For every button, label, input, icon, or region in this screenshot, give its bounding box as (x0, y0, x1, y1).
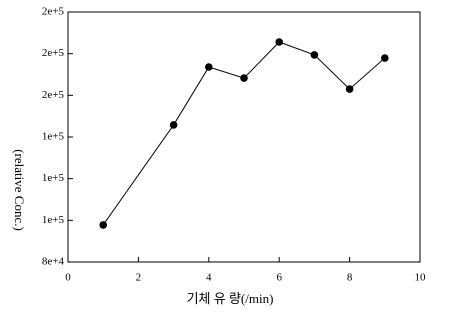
data-point (169, 121, 178, 129)
y-tick-label: 1e+5 (42, 214, 65, 226)
x-tick-label: 2 (136, 272, 142, 284)
data-point (345, 85, 354, 93)
data-point (99, 221, 107, 229)
data-point (310, 51, 319, 59)
y-tick-label: 2e+5 (42, 6, 65, 18)
plot-frame (67, 11, 421, 263)
x-tick-label: 6 (276, 272, 282, 284)
y-tick-label: 1e+5 (42, 172, 65, 184)
data-point (240, 74, 248, 82)
x-tick-label: 8 (347, 272, 353, 284)
y-tick-label: 8e+4 (42, 256, 65, 268)
x-tick-label: 10 (415, 272, 427, 284)
y-tick-label: 2e+5 (42, 89, 65, 101)
y-axis-title: (relative Conc.) (12, 149, 27, 231)
y-tick-label: 2e+5 (42, 47, 65, 59)
series-line (102, 41, 386, 226)
data-point (381, 54, 389, 62)
x-axis-title: 기체 유 량(/min) (187, 291, 274, 306)
y-tick-label: 1e+5 (42, 131, 65, 143)
data-point (205, 63, 213, 71)
data-point (275, 38, 284, 46)
x-tick-label: 0 (65, 272, 71, 284)
x-tick-label: 4 (206, 272, 212, 284)
